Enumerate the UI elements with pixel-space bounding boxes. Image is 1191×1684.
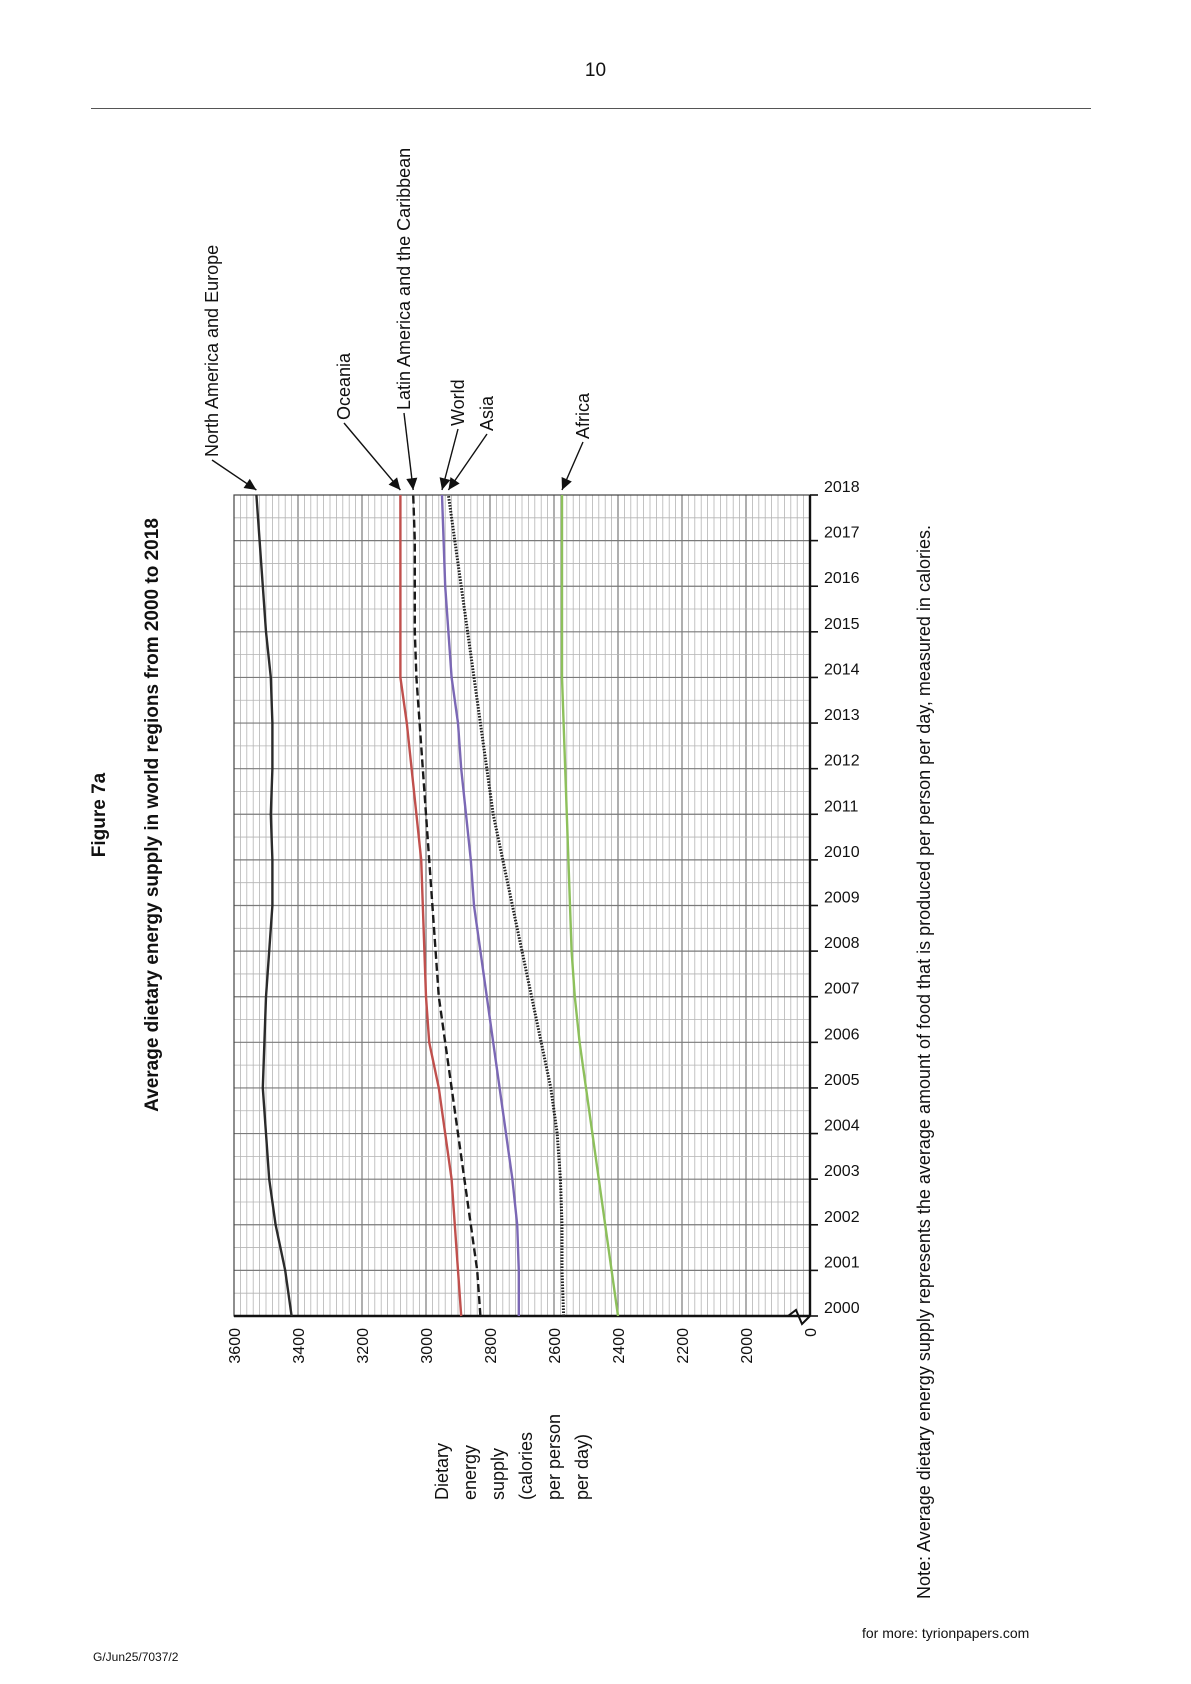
x-tick-label: 2001 [824, 1254, 860, 1271]
page-number: 10 [584, 60, 607, 81]
x-tick-label: 2017 [824, 525, 860, 542]
x-tick-label: 2009 [824, 890, 860, 907]
series-label-africa: Africa [573, 392, 593, 439]
leader-arrowhead [561, 477, 572, 490]
axis-break-marker [787, 1308, 811, 1326]
leader-arrowhead [448, 477, 460, 490]
leader-arrowhead [243, 478, 257, 490]
x-tick-labels: 2000 2001 2002 2003 2004 2005 2006 2007 2008 2009… [824, 479, 860, 1317]
y-axis-label-line: (calories [516, 1432, 536, 1500]
y-axis-label: Dietary energy supply (calories per person pe… [432, 1414, 592, 1500]
x-tick-label: 2002 [824, 1209, 860, 1226]
leader-line-oceania [343, 422, 401, 491]
y-tick-label: 0 [803, 1328, 820, 1337]
y-tick-label: 3400 [291, 1328, 308, 1364]
y-tick-label: 3000 [419, 1328, 436, 1364]
leader-arrowhead [439, 477, 451, 490]
x-tick-label: 2010 [824, 844, 860, 861]
x-tick-label: 2012 [824, 753, 860, 770]
header-rule [91, 108, 1091, 109]
series-line-africa [560, 495, 620, 1317]
y-axis-label-line: per person [544, 1414, 564, 1500]
x-tick-label: 2003 [824, 1163, 860, 1180]
y-axis-label-line: Dietary [432, 1443, 452, 1500]
y-tick-label: 3200 [355, 1328, 372, 1364]
y-tick-label: 2600 [547, 1328, 564, 1364]
series-label-asia: Asia [477, 395, 497, 431]
series-line-oceania [399, 495, 463, 1317]
series-lines [255, 494, 620, 1317]
x-tick-label: 2007 [824, 981, 860, 998]
series-label-latin-america-and-the-caribbean: Latin America and the Caribbean [394, 148, 414, 410]
series-labels: North America and Europe Oceania Latin Ame… [202, 148, 593, 491]
x-tick-label: 2014 [824, 661, 860, 678]
series-line-north-america-and-europe [255, 494, 293, 1317]
y-tick-label: 2000 [739, 1328, 756, 1364]
x-tick-label: 2013 [824, 707, 860, 724]
series-label-world: World [448, 379, 468, 426]
y-tick-labels: 0 2000 2200 2400 2600 2800 3000 3200 3400 3600 [227, 1328, 820, 1364]
grid [234, 495, 810, 1316]
x-tick-label: 2000 [824, 1300, 860, 1317]
series-label-north-america-and-europe: North America and Europe [202, 245, 222, 457]
series-line-world [440, 494, 520, 1316]
axes [233, 494, 818, 1326]
figure-note: Note: Average dietary energy supply repr… [914, 525, 934, 1599]
footer-code: G/Jun25/7037/2 [93, 1650, 179, 1664]
y-axis-label-line: per day) [572, 1434, 592, 1500]
series-label-oceania: Oceania [334, 352, 354, 420]
y-tick-label: 2400 [611, 1328, 628, 1364]
x-tick-label: 2006 [824, 1026, 860, 1043]
leader-arrowhead [388, 477, 401, 490]
y-tick-label: 3600 [227, 1328, 244, 1364]
y-axis-label-line: energy [460, 1445, 480, 1500]
x-tick-label: 2018 [824, 479, 860, 496]
x-tick-label: 2011 [824, 798, 859, 815]
leader-arrowhead [406, 477, 418, 490]
y-axis-label-line: supply [488, 1448, 508, 1500]
y-tick-label: 2800 [483, 1328, 500, 1364]
figure-label: Figure 7a [89, 772, 110, 857]
x-tick-label: 2004 [824, 1118, 860, 1135]
footer-link: for more: tyrionpapers.com [862, 1625, 1030, 1641]
x-tick-label: 2008 [824, 935, 860, 952]
y-tick-label: 2200 [675, 1328, 692, 1364]
x-tick-label: 2016 [824, 570, 860, 587]
leader-line-latin-america-and-the-caribbean [403, 412, 414, 491]
chart-title: Average dietary energy supply in world r… [142, 518, 163, 1112]
series-line-asia [446, 494, 566, 1317]
x-tick-label: 2015 [824, 616, 860, 633]
x-tick-label: 2005 [824, 1072, 860, 1089]
series-line-latin-america-and-the-caribbean [412, 494, 482, 1317]
